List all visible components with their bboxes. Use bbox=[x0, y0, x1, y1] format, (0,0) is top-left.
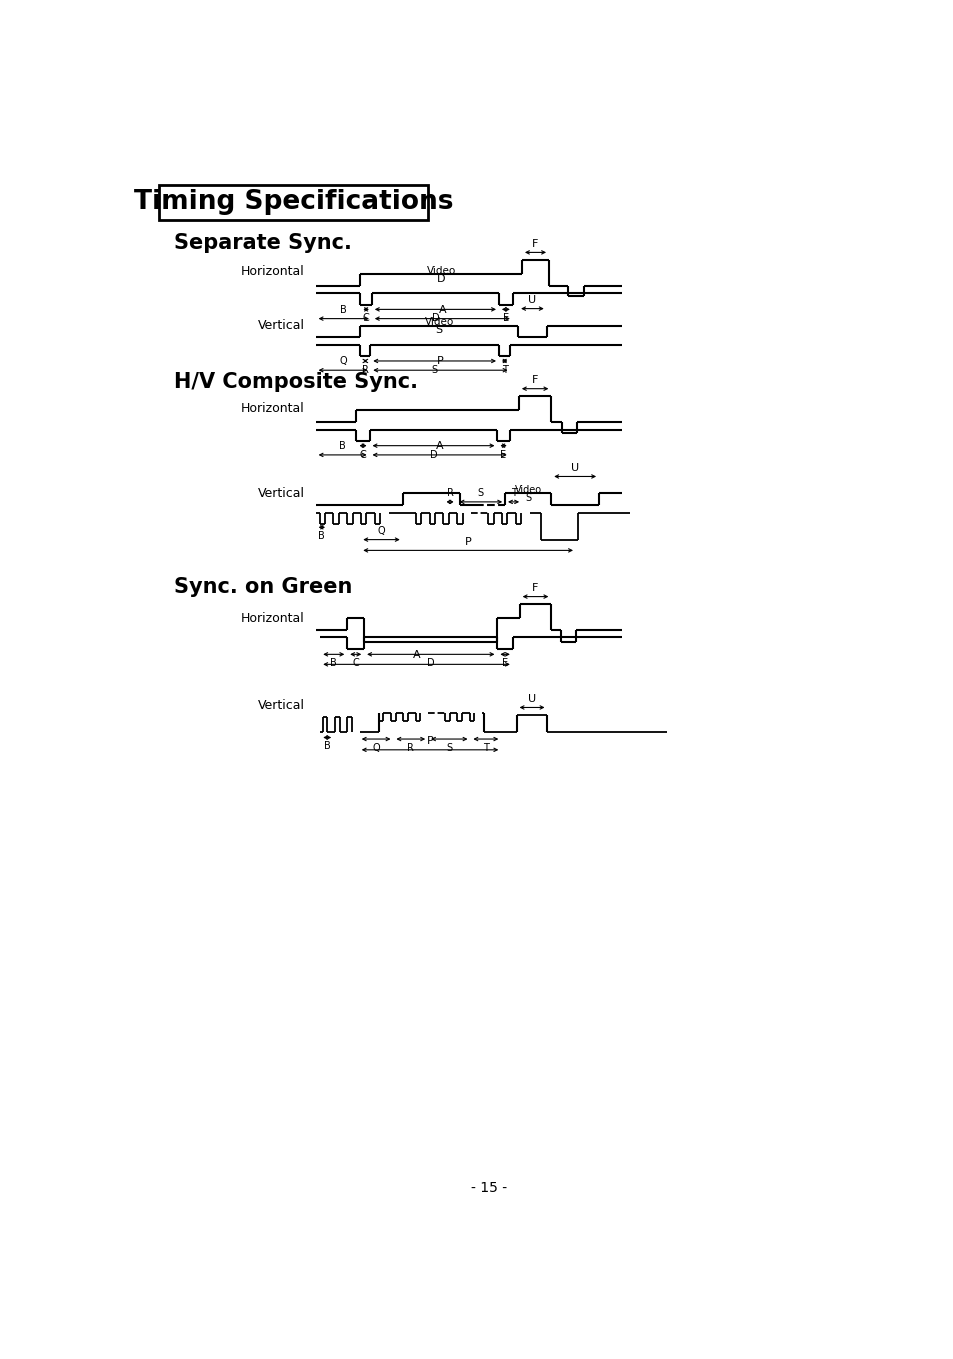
Text: R: R bbox=[407, 743, 414, 753]
Text: E: E bbox=[501, 658, 508, 669]
Text: Video: Video bbox=[514, 485, 541, 495]
Text: A: A bbox=[436, 442, 443, 451]
Text: C: C bbox=[359, 450, 366, 459]
Text: Vertical: Vertical bbox=[257, 700, 305, 712]
Text: Video: Video bbox=[426, 266, 456, 276]
Bar bbox=[158, 185, 428, 220]
Text: T: T bbox=[482, 743, 488, 753]
Text: Q: Q bbox=[339, 356, 347, 367]
Text: U: U bbox=[571, 462, 578, 473]
Text: B: B bbox=[330, 658, 336, 669]
Text: S: S bbox=[524, 493, 531, 503]
Text: P: P bbox=[426, 737, 433, 746]
Text: Horizontal: Horizontal bbox=[241, 612, 305, 625]
Text: Timing Specifications: Timing Specifications bbox=[133, 189, 453, 215]
Text: P: P bbox=[436, 356, 443, 367]
Text: Horizontal: Horizontal bbox=[241, 265, 305, 279]
Text: P: P bbox=[464, 537, 471, 546]
Text: B: B bbox=[323, 742, 331, 752]
Text: D: D bbox=[436, 273, 445, 284]
Text: H/V Composite Sync.: H/V Composite Sync. bbox=[173, 372, 417, 391]
Text: A: A bbox=[438, 304, 446, 315]
Text: Q: Q bbox=[372, 743, 379, 753]
Text: C: C bbox=[362, 313, 369, 323]
Text: E: E bbox=[500, 450, 506, 459]
Text: C: C bbox=[352, 658, 358, 669]
Text: F: F bbox=[532, 239, 538, 249]
Text: B: B bbox=[318, 531, 325, 541]
Text: Video: Video bbox=[424, 317, 454, 326]
Text: U: U bbox=[528, 295, 536, 304]
Text: D: D bbox=[429, 450, 436, 459]
Text: U: U bbox=[527, 693, 536, 704]
Text: T: T bbox=[510, 488, 516, 497]
Text: T: T bbox=[501, 364, 507, 375]
Text: - 15 -: - 15 - bbox=[471, 1181, 506, 1195]
Text: F: F bbox=[532, 375, 537, 385]
Text: S: S bbox=[436, 325, 442, 336]
Text: A: A bbox=[413, 651, 420, 660]
Text: Vertical: Vertical bbox=[257, 319, 305, 332]
Text: B: B bbox=[339, 442, 346, 451]
Text: Separate Sync.: Separate Sync. bbox=[173, 234, 352, 253]
Text: D: D bbox=[431, 313, 438, 323]
Text: F: F bbox=[532, 583, 538, 593]
Text: Q: Q bbox=[377, 526, 385, 535]
Text: B: B bbox=[340, 304, 347, 315]
Text: S: S bbox=[477, 488, 483, 497]
Text: Vertical: Vertical bbox=[257, 487, 305, 500]
Text: Sync. on Green: Sync. on Green bbox=[173, 578, 352, 598]
Text: D: D bbox=[427, 658, 435, 669]
Text: E: E bbox=[502, 313, 508, 323]
Text: S: S bbox=[446, 743, 452, 753]
Text: Horizontal: Horizontal bbox=[241, 402, 305, 416]
Text: R: R bbox=[361, 364, 369, 375]
Text: R: R bbox=[446, 488, 453, 497]
Text: S: S bbox=[431, 364, 437, 375]
